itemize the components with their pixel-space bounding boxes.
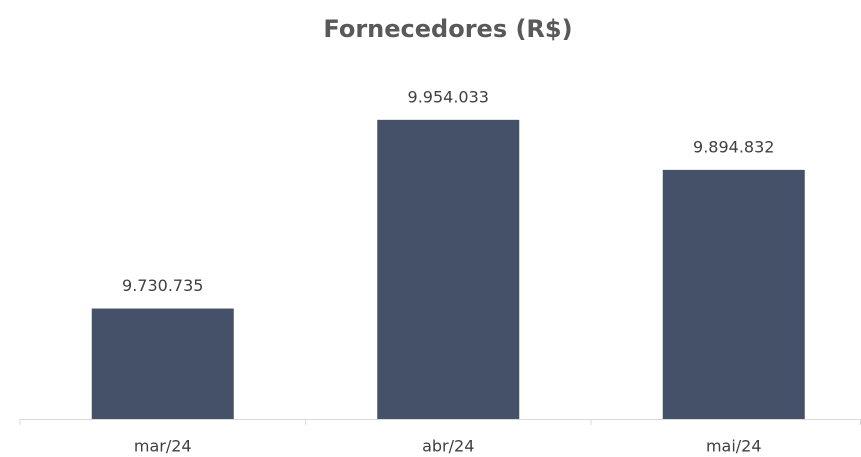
data-label: 9.730.735 bbox=[122, 276, 203, 295]
chart-title: Fornecedores (R$) bbox=[323, 15, 572, 43]
data-label: 9.894.832 bbox=[693, 137, 774, 156]
bar bbox=[662, 169, 805, 419]
x-tick-label: mar/24 bbox=[134, 437, 192, 456]
bar bbox=[91, 308, 234, 419]
bar bbox=[377, 119, 520, 420]
x-tick-label: abr/24 bbox=[422, 437, 474, 456]
data-label: 9.954.033 bbox=[408, 87, 489, 106]
x-tick-label: mai/24 bbox=[706, 437, 762, 456]
